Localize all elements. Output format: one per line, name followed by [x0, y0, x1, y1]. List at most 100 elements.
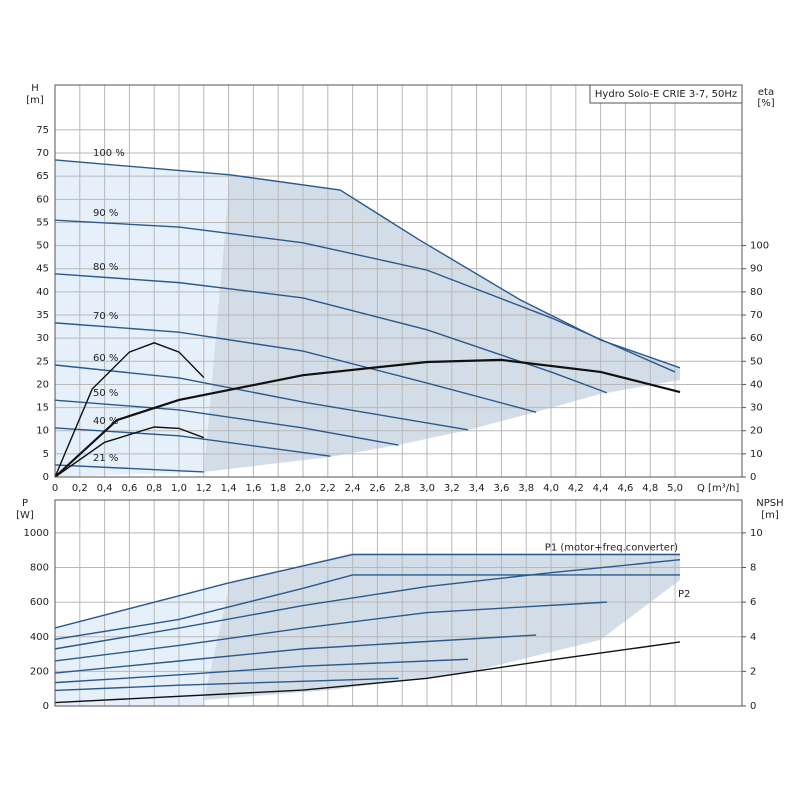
y2-tick-label: 40	[750, 379, 763, 390]
y-axis-unit: [W]	[16, 510, 34, 521]
y2-tick-label: 100	[750, 241, 769, 252]
y-tick-label: 65	[36, 171, 49, 182]
y-tick-label: 0	[43, 472, 49, 483]
curve	[54, 601, 607, 662]
y-tick-label: 75	[36, 125, 49, 136]
x-axis-label: Q [m³/h]	[697, 483, 739, 494]
y-tick-label: 60	[36, 194, 49, 205]
x-tick-label: 3,0	[419, 483, 435, 494]
y2-tick-label: 80	[750, 287, 763, 298]
y-axis-label: P	[22, 498, 28, 509]
y2-tick-label: 6	[750, 597, 756, 608]
power-range-dark	[204, 553, 680, 700]
y2-tick-label: 90	[750, 264, 763, 275]
curve	[54, 358, 681, 478]
curve-label: P1 (motor+freq.converter)	[545, 543, 678, 554]
x-tick-label: 3,6	[493, 483, 509, 494]
y-tick-label: 400	[30, 632, 49, 643]
x-tick-label: 2,6	[369, 483, 385, 494]
chart-title: Hydro Solo-E CRIE 3-7, 50Hz	[595, 89, 737, 100]
y-tick-label: 15	[36, 403, 49, 414]
curve-label: 80 %	[93, 262, 118, 273]
curve	[54, 364, 469, 431]
x-tick-label: 3,8	[518, 483, 534, 494]
x-tick-label: 4,0	[543, 483, 559, 494]
y2-tick-label: 60	[750, 333, 763, 344]
x-tick-label: 0	[52, 483, 58, 494]
curve	[54, 399, 399, 446]
power-range-light	[55, 583, 230, 706]
x-tick-label: 4,6	[617, 483, 633, 494]
curve	[54, 427, 331, 457]
curve-label: 70 %	[93, 311, 118, 322]
y2-tick-label: 4	[750, 632, 756, 643]
plot-layer: 0 0,2 0,4 0,6 0,8 1,0 1,2 1,4 1,6 1,8 2,0 2,2 2,4 2,6…	[24, 85, 769, 712]
y2-tick-label: 50	[750, 356, 763, 367]
y-tick-label: 10	[36, 426, 49, 437]
curve	[54, 634, 537, 674]
curve-label: 40 %	[93, 416, 118, 427]
curve	[54, 574, 680, 641]
y-tick-label: 1000	[24, 528, 49, 539]
y-tick-label: 200	[30, 666, 49, 677]
curve	[54, 559, 681, 650]
x-tick-label: 0,4	[97, 483, 113, 494]
y-tick-label: 800	[30, 563, 49, 574]
y2-axis-label: eta	[758, 87, 774, 98]
y-tick-label: 70	[36, 148, 49, 159]
curve	[54, 658, 468, 684]
curve	[54, 641, 681, 704]
y-tick-label: 35	[36, 310, 49, 321]
x-tick-label: 4,2	[568, 483, 584, 494]
top-frame	[54, 84, 743, 478]
x-tick-label: 4,4	[593, 483, 609, 494]
x-tick-label: 4,8	[642, 483, 658, 494]
x-tick-label: 1,8	[270, 483, 286, 494]
x-tick-label: 3,4	[469, 483, 485, 494]
curve-label: 21 %	[93, 453, 118, 464]
bottom-frame	[54, 499, 743, 707]
y-axis-unit: [m]	[26, 95, 44, 106]
x-tick-label: 2,4	[345, 483, 361, 494]
curve	[54, 553, 680, 629]
curve	[54, 464, 204, 473]
y2-tick-label: 70	[750, 310, 763, 321]
y-tick-label: 55	[36, 217, 49, 228]
curve-label: P2	[678, 589, 690, 600]
curve-label: 50 %	[93, 388, 118, 399]
x-tick-label: 2,2	[320, 483, 336, 494]
y2-tick-label: 10	[750, 528, 763, 539]
y2-tick-label: 10	[750, 449, 763, 460]
y-tick-label: 0	[43, 701, 49, 712]
y2-tick-label: 30	[750, 403, 763, 414]
curve	[54, 322, 537, 413]
curve	[54, 342, 205, 478]
curve-label: 60 %	[93, 353, 118, 364]
y2-tick-label: 0	[750, 472, 756, 483]
x-tick-label: 1,4	[221, 483, 237, 494]
x-tick-label: 2,8	[394, 483, 410, 494]
y2-tick-label: 8	[750, 563, 756, 574]
x-tick-label: 0,2	[72, 483, 88, 494]
y2-axis-label: NPSH	[756, 498, 783, 509]
y-tick-label: 600	[30, 597, 49, 608]
x-tick-label: 1,0	[171, 483, 187, 494]
y-tick-label: 30	[36, 333, 49, 344]
y-tick-label: 25	[36, 356, 49, 367]
y2-tick-label: 20	[750, 426, 763, 437]
y2-tick-label: 0	[750, 701, 756, 712]
curve-label: 100 %	[93, 148, 125, 159]
x-tick-label: 1,2	[196, 483, 212, 494]
y-tick-label: 20	[36, 379, 49, 390]
x-tick-label: 3,2	[444, 483, 460, 494]
x-tick-label: 5,0	[667, 483, 683, 494]
curve	[54, 219, 676, 373]
x-tick-label: 1,6	[245, 483, 261, 494]
x-tick-label: 0,6	[121, 483, 137, 494]
x-tick-label: 0,8	[146, 483, 162, 494]
y-tick-label: 5	[43, 449, 49, 460]
y-tick-label: 45	[36, 264, 49, 275]
range-dark	[204, 175, 680, 472]
y2-tick-label: 2	[750, 666, 756, 677]
